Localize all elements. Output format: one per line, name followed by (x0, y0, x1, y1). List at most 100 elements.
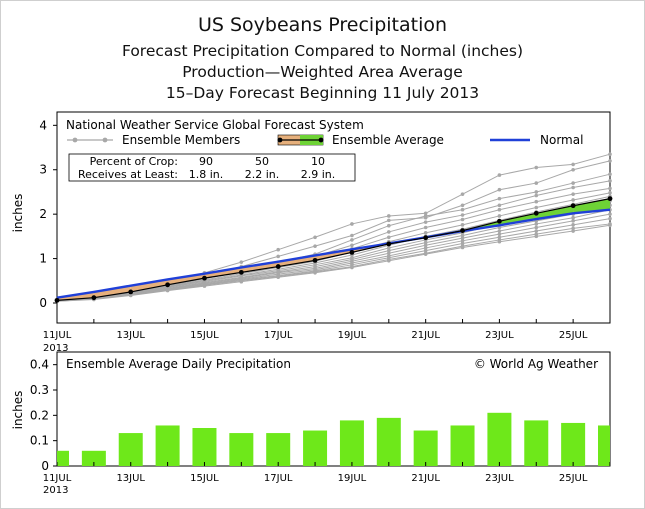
ensemble-member-point (497, 214, 502, 218)
legend-normal-label: Normal (540, 133, 583, 147)
bottom-y-tick-label: 0.4 (30, 358, 49, 372)
ensemble-member-point (608, 191, 612, 195)
ensemble-member-point (534, 222, 539, 226)
ensemble-member-point (239, 260, 244, 264)
ensemble-member-point (571, 226, 575, 231)
bottom-x-tick-label: 17JUL (264, 473, 293, 484)
daily-precip-bar (524, 420, 549, 466)
ensemble-average-point (570, 203, 576, 209)
chart-subtitle-2: Production—Weighted Area Average (182, 63, 463, 81)
anomaly-fill (167, 273, 205, 285)
ensemble-member-point (534, 181, 539, 185)
ensemble-member-point (276, 247, 281, 252)
ensemble-member-point (387, 251, 391, 256)
anomaly-fill (93, 285, 131, 298)
bottom-x-tick-label: 23JUL (485, 473, 514, 484)
anomaly-fill (241, 261, 279, 273)
ensemble-average-point (54, 297, 60, 303)
ensemble-member-point (350, 238, 354, 242)
ensemble-member-point (460, 241, 465, 246)
top-x-tick-label: 21JUL (411, 330, 440, 341)
daily-precip-bar (598, 425, 610, 466)
bottom-x-tick-label: 25JUL (559, 473, 588, 484)
top-y-axis-label: inches (11, 194, 25, 233)
ensemble-member-point (497, 187, 502, 192)
ensemble-member-point (460, 207, 465, 212)
daily-precip-bar (81, 450, 106, 466)
ensemble-member-point (460, 203, 465, 208)
ensemble-member-point (350, 222, 354, 226)
top-x-tick-label: 25JUL (559, 330, 588, 341)
ensemble-member-point (497, 196, 502, 201)
ensemble-average-point (607, 196, 613, 202)
bottom-x-tick-label: 13JUL (116, 473, 145, 484)
percent-row2-label: Receives at Least: (78, 168, 178, 181)
ensemble-member-point (608, 223, 612, 228)
receive-value-1: 1.8 in. (189, 168, 224, 181)
anomaly-fill (278, 255, 316, 267)
top-y-tick-label: 0 (39, 296, 47, 310)
legend-ensemble-average: Ensemble Average (277, 133, 444, 147)
ensemble-average-point (312, 257, 318, 263)
ensemble-member-point (387, 223, 391, 228)
ensemble-average-point (497, 218, 502, 224)
ensemble-member-point (387, 248, 391, 253)
ensemble-average-point (238, 269, 244, 275)
ensemble-member-point (571, 198, 575, 202)
legend-average-label: Ensemble Average (332, 133, 444, 147)
ensemble-member-point (608, 152, 612, 156)
ensemble-member-point (350, 243, 354, 248)
receive-value-2: 2.2 in. (245, 168, 280, 181)
ensemble-average-point (165, 282, 171, 288)
ensemble-average-point (275, 264, 281, 269)
ensemble-member-point (423, 220, 428, 224)
top-x-tick-label: 19JUL (338, 330, 367, 341)
ensemble-member-point (387, 214, 391, 218)
ensemble-member-point (423, 252, 428, 256)
legend-normal: Normal (490, 133, 583, 147)
receive-value-3: 2.9 in. (301, 168, 336, 181)
bottom-y-tick-label: 0.1 (30, 434, 49, 448)
anomaly-fill (536, 205, 574, 220)
ensemble-member-point (497, 207, 502, 212)
ensemble-member-point (460, 217, 465, 222)
ensemble-member-point (387, 259, 391, 263)
anomaly-fill (130, 279, 168, 292)
ensemble-member-point (239, 279, 244, 284)
top-x-tick-label: 13JUL (116, 330, 145, 341)
ensemble-member-point (608, 179, 612, 183)
bottom-panel-credit: © World Ag Weather (474, 357, 598, 371)
ensemble-member-point (423, 225, 428, 230)
ensemble-member-point (571, 167, 575, 172)
ensemble-member-point (460, 245, 465, 250)
top-x-tick-label: 23JUL (485, 330, 514, 341)
ensemble-member-point (497, 235, 502, 240)
ensemble-member-point (460, 223, 465, 227)
ensemble-member-point (534, 199, 539, 204)
ensemble-member-point (423, 246, 428, 250)
daily-precip-bar (155, 425, 180, 466)
ensemble-member-point (460, 233, 465, 238)
ensemble-member-point (350, 265, 354, 270)
ensemble-member-point (387, 246, 391, 250)
ensemble-member-point (387, 235, 391, 240)
legend-ensemble-members: Ensemble Members (67, 133, 240, 147)
ensemble-average-point (91, 295, 97, 301)
top-y-tick-label: 2 (39, 207, 47, 221)
bottom-x-tick-label: 21JUL (411, 473, 440, 484)
ensemble-member-point (571, 219, 575, 223)
chart-subtitle-3: 15–Day Forecast Beginning 11 July 2013 (165, 84, 480, 102)
ensemble-member-point (571, 223, 575, 227)
top-x-tick-label: 11JUL (43, 330, 72, 341)
ensemble-member-point (423, 248, 428, 253)
normal-line (56, 208, 611, 299)
ensemble-member-point (313, 244, 317, 248)
ensemble-member-point (165, 288, 170, 293)
ensemble-member-point (313, 235, 317, 240)
ensemble-member-point (460, 239, 465, 243)
ensemble-member-point (423, 211, 428, 216)
percent-row1-label: Percent of Crop: (90, 155, 178, 168)
ensemble-member-point (534, 225, 539, 230)
ensemble-average-point (128, 289, 134, 295)
